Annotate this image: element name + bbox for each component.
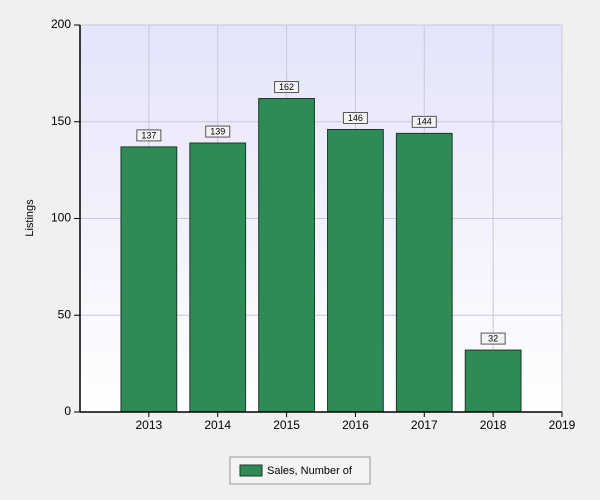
x-tick-label: 2017 bbox=[411, 418, 438, 432]
value-label-box bbox=[205, 125, 231, 138]
y-tick-label: 50 bbox=[58, 307, 72, 321]
bar bbox=[120, 146, 178, 413]
x-tick-label: 2019 bbox=[549, 418, 576, 432]
x-tick-label: 2013 bbox=[136, 418, 163, 432]
bar bbox=[464, 349, 522, 413]
value-label-box bbox=[274, 81, 300, 94]
value-label: 137 bbox=[141, 130, 156, 140]
x-tick-label: 2015 bbox=[273, 418, 300, 432]
bar bbox=[189, 142, 247, 413]
x-tick-label: 2014 bbox=[204, 418, 231, 432]
value-label-box bbox=[342, 111, 368, 124]
x-tick-label: 2018 bbox=[480, 418, 507, 432]
value-label: 162 bbox=[279, 82, 294, 92]
value-label-box bbox=[411, 115, 437, 128]
value-label: 146 bbox=[348, 113, 363, 123]
bar bbox=[327, 128, 384, 413]
y-tick-label: 100 bbox=[51, 211, 71, 225]
y-tick-label: 0 bbox=[64, 404, 71, 418]
legend-swatch bbox=[239, 464, 263, 477]
y-tick-label: 150 bbox=[51, 114, 71, 128]
bar bbox=[395, 132, 453, 413]
bar bbox=[258, 98, 315, 413]
x-tick-label: 2016 bbox=[342, 418, 369, 432]
value-label-box bbox=[136, 129, 162, 142]
legend-label: Sales, Number of bbox=[267, 465, 353, 477]
y-axis-label: Listings bbox=[24, 199, 36, 237]
value-label: 139 bbox=[210, 126, 225, 136]
value-label-box bbox=[480, 332, 506, 345]
value-label: 32 bbox=[488, 333, 498, 343]
value-label: 144 bbox=[417, 117, 432, 127]
y-tick-label: 200 bbox=[51, 17, 71, 31]
